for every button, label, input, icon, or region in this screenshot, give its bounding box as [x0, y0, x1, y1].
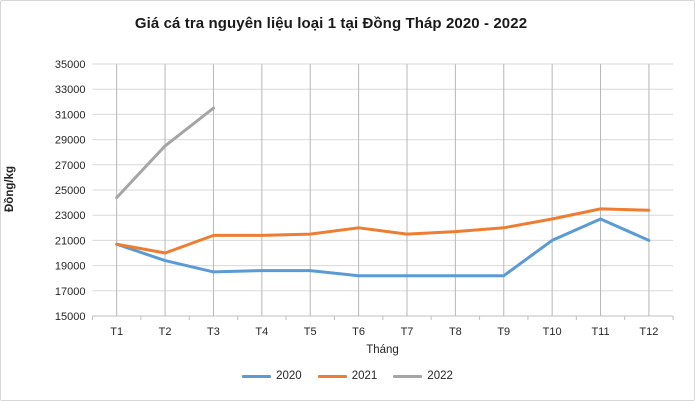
y-tick-label: 17000	[55, 286, 86, 298]
x-tick-label: T11	[591, 326, 609, 338]
x-tick-label: T4	[255, 326, 268, 338]
series-line-2021	[115, 207, 651, 255]
x-tick-label: T1	[110, 326, 123, 338]
x-tick-label: T6	[352, 326, 365, 338]
chart-title: Giá cá tra nguyên liệu loại 1 tại Đồng T…	[134, 15, 528, 32]
y-tick-label: 35000	[55, 59, 86, 71]
y-tick-label: 19000	[55, 261, 86, 273]
y-tick-label: 27000	[55, 160, 86, 172]
legend-item-2020: 2020	[242, 370, 302, 382]
x-tick-label: T9	[497, 326, 510, 338]
y-tick-label: 33000	[55, 84, 86, 96]
series-line-2020	[115, 217, 651, 278]
y-tick-label: 23000	[55, 210, 86, 222]
series-line-2022	[115, 106, 215, 200]
legend-line-swatch	[242, 374, 272, 378]
x-tick-label: T2	[159, 326, 172, 338]
y-tick-label: 25000	[55, 185, 86, 197]
legend-label: 2020	[276, 370, 302, 382]
y-tick-label: 21000	[55, 235, 86, 247]
legend-label: 2021	[351, 370, 378, 382]
x-tick-label: T5	[304, 326, 317, 338]
x-axis-title: Tháng	[366, 344, 399, 356]
y-tick-label: 31000	[55, 109, 86, 121]
x-tick-label: T3	[207, 326, 220, 338]
legend: 2020 2021 2022	[1, 370, 694, 382]
y-tick-label: 29000	[55, 135, 86, 147]
x-tick-label: T7	[401, 326, 414, 338]
x-tick-label: T8	[449, 326, 462, 338]
legend-item-2021: 2021	[317, 370, 378, 382]
x-tick-label: T12	[639, 326, 658, 338]
y-tick-label: 15000	[55, 311, 86, 323]
legend-label: 2022	[427, 370, 453, 382]
legend-line-swatch	[393, 374, 423, 378]
legend-line-swatch	[317, 374, 347, 378]
x-tick-label: T10	[543, 326, 562, 338]
legend-item-2022: 2022	[393, 370, 453, 382]
